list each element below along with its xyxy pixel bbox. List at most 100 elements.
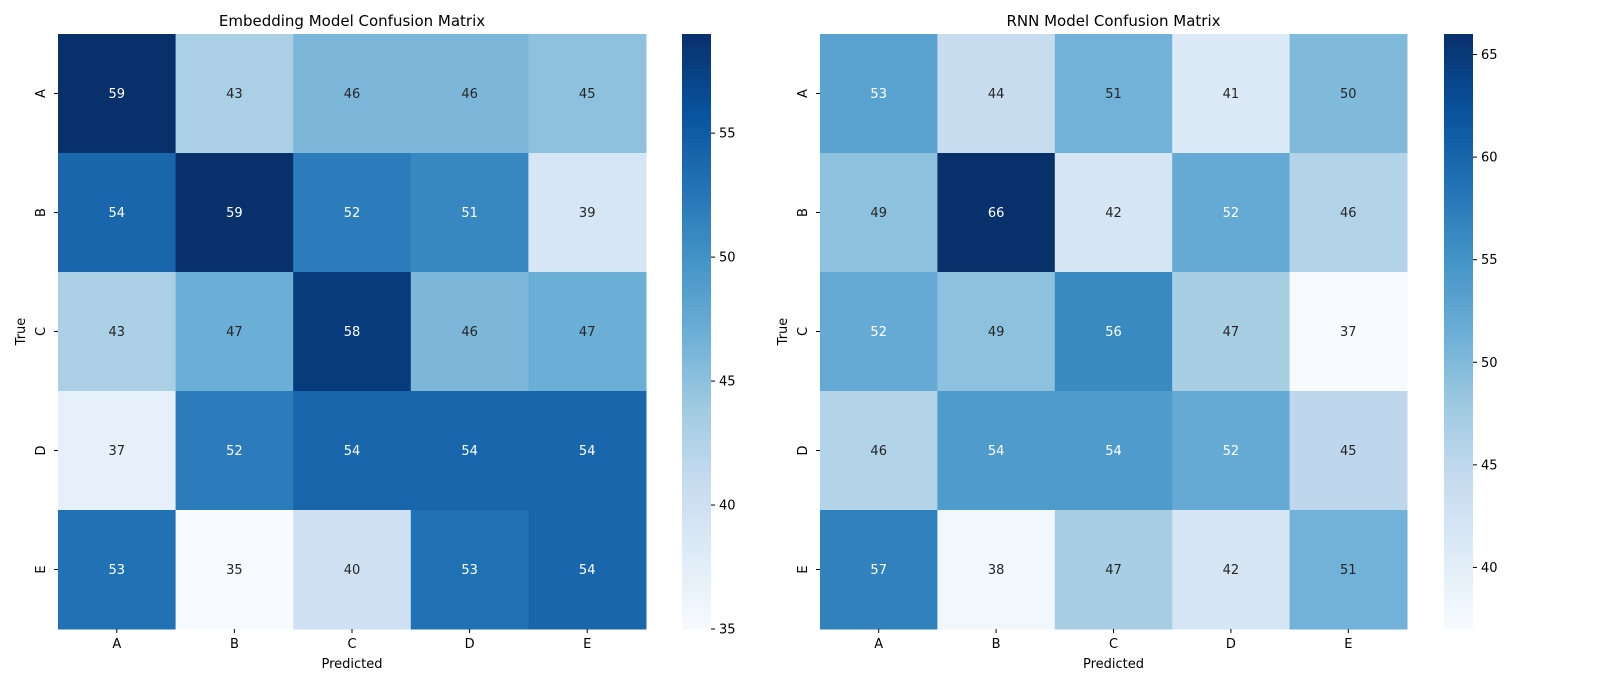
cell-value-label: 39 xyxy=(579,206,596,221)
colorbar-tick-label: 45 xyxy=(719,375,736,390)
y-tick-label: C xyxy=(34,327,49,336)
heatmap-panel-1: Embedding Model Confusion Matrix 59 43 46 46… xyxy=(14,12,736,672)
cell-value-label: 37 xyxy=(1340,325,1357,340)
cell-value-label: 35 xyxy=(226,563,243,578)
y-axis-label: True xyxy=(14,318,29,347)
y-tick-label: D xyxy=(796,445,811,455)
heatmap-cell xyxy=(820,272,938,392)
x-tick-label: C xyxy=(1109,637,1118,652)
heatmap-cell xyxy=(175,391,294,511)
heatmap-cell xyxy=(175,34,294,154)
cell-value-label: 46 xyxy=(344,87,361,102)
cell-value-label: 42 xyxy=(1223,563,1240,578)
heatmap-cell xyxy=(1172,34,1291,154)
cell-value-label: 46 xyxy=(461,87,478,102)
cell-value-label: 37 xyxy=(109,444,126,459)
cell-value-label: 51 xyxy=(1340,563,1357,578)
cell-value-label: 51 xyxy=(1105,87,1122,102)
heatmap-cell xyxy=(820,391,938,511)
cell-value-label: 47 xyxy=(1105,563,1122,578)
cell-value-label: 59 xyxy=(226,206,243,221)
x-tick-label: B xyxy=(992,637,1001,652)
cell-value-label: 53 xyxy=(870,87,887,102)
heatmap-cell xyxy=(58,272,177,392)
y-tick-label: B xyxy=(34,208,49,217)
cell-value-label: 54 xyxy=(1105,444,1122,459)
colorbar-tick-label: 50 xyxy=(719,251,736,266)
colorbar-tick-label: 35 xyxy=(719,623,736,638)
heatmap-cell xyxy=(58,510,177,630)
cell-value-label: 53 xyxy=(109,563,126,578)
cell-value-label: 41 xyxy=(1223,87,1240,102)
heatmap-cell xyxy=(1172,272,1291,392)
cell-value-label: 52 xyxy=(1223,444,1240,459)
cell-value-label: 54 xyxy=(344,444,361,459)
heatmap-cell xyxy=(820,153,938,273)
heatmap-cell xyxy=(410,272,529,392)
heatmap-cell xyxy=(58,34,177,154)
cell-value-label: 44 xyxy=(988,87,1005,102)
heatmap-cell xyxy=(1289,153,1408,273)
cell-value-label: 49 xyxy=(870,206,887,221)
heatmap-cell xyxy=(528,153,647,273)
cell-value-label: 42 xyxy=(1105,206,1122,221)
colorbar-tick-label: 40 xyxy=(719,499,736,514)
x-axis-label: Predicted xyxy=(1083,657,1144,672)
cell-value-label: 66 xyxy=(988,206,1005,221)
cell-value-label: 46 xyxy=(1340,206,1357,221)
x-axis-label: Predicted xyxy=(321,657,382,672)
y-axis-label: True xyxy=(776,318,791,347)
cell-value-label: 50 xyxy=(1340,87,1357,102)
colorbar-tick-label: 55 xyxy=(719,127,736,142)
colorbar-tick-label: 50 xyxy=(1481,356,1498,371)
x-tick-label: E xyxy=(1344,637,1352,652)
y-tick-label: C xyxy=(796,327,811,336)
cell-value-label: 59 xyxy=(109,87,126,102)
cell-value-label: 54 xyxy=(461,444,478,459)
heatmap-cell xyxy=(293,153,412,273)
heatmap-cell xyxy=(820,510,938,630)
y-tick-label: E xyxy=(34,565,49,573)
heatmap-cell xyxy=(410,391,529,511)
y-tick-label: E xyxy=(796,565,811,573)
heatmap-cell xyxy=(1054,391,1173,511)
heatmap-cell xyxy=(1054,510,1173,630)
cell-value-label: 52 xyxy=(870,325,887,340)
cell-value-label: 47 xyxy=(579,325,596,340)
heatmap-cell xyxy=(410,34,529,154)
heatmap-cell xyxy=(1289,272,1408,392)
heatmap-panel-2: RNN Model Confusion Matrix 53 44 51 41 50 49 66… xyxy=(776,12,1498,672)
x-tick-label: E xyxy=(583,637,591,652)
cell-value-label: 53 xyxy=(461,563,478,578)
cell-value-label: 46 xyxy=(870,444,887,459)
colorbar-tick-label: 55 xyxy=(1481,253,1498,268)
heatmap-cell xyxy=(410,153,529,273)
heatmap-cell xyxy=(1054,153,1173,273)
heatmap-cell xyxy=(1054,272,1173,392)
x-tick-label: B xyxy=(230,637,239,652)
cell-value-label: 47 xyxy=(1223,325,1240,340)
colorbar: 35 40 45 50 55 xyxy=(682,34,736,638)
heatmap-cell xyxy=(175,272,294,392)
heatmap-cell xyxy=(937,153,1056,273)
heatmap-cell xyxy=(175,153,294,273)
colorbar-tick-label: 65 xyxy=(1481,48,1498,63)
heatmap-cell xyxy=(528,391,647,511)
cell-value-label: 54 xyxy=(109,206,126,221)
heatmap-cell xyxy=(1172,391,1291,511)
heatmap-cell xyxy=(293,510,412,630)
heatmap-cell xyxy=(293,272,412,392)
cell-value-label: 45 xyxy=(1340,444,1357,459)
heatmap-cell xyxy=(1289,34,1408,154)
heatmap-cell xyxy=(1172,153,1291,273)
heatmap-cell xyxy=(528,34,647,154)
x-tick-label: A xyxy=(112,637,121,652)
cell-value-label: 52 xyxy=(226,444,243,459)
cell-value-label: 52 xyxy=(344,206,361,221)
cell-value-label: 51 xyxy=(461,206,478,221)
cell-value-label: 58 xyxy=(344,325,361,340)
y-tick-label: D xyxy=(34,445,49,455)
cell-value-label: 45 xyxy=(579,87,596,102)
x-tick-label: A xyxy=(874,637,883,652)
